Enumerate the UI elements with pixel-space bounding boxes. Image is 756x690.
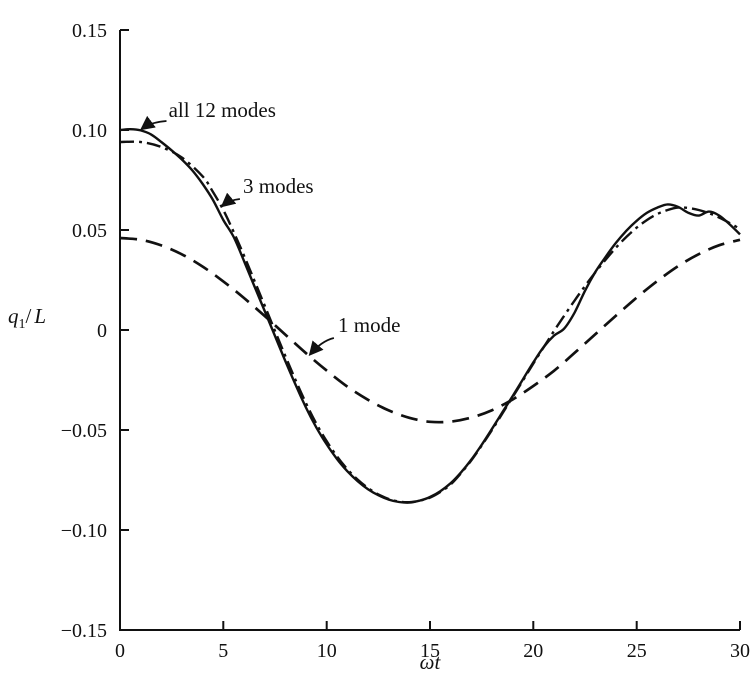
x-tick-label: 15 [420, 640, 440, 662]
annotation-label-all-12-modes: all 12 modes [169, 98, 276, 122]
series-line-1-mode [119, 236, 741, 424]
y-axis-label: q1/L [8, 304, 47, 333]
annotation-label-3-modes: 3 modes [243, 174, 314, 198]
y-axis-label-symbol: q [8, 304, 19, 328]
y-tick-label: −0.15 [61, 620, 107, 642]
annotation-arrow-3-modes [220, 192, 240, 208]
series-line-all-12-modes [119, 127, 741, 504]
y-tick-label: 0.10 [72, 120, 107, 142]
y-tick-label: −0.10 [61, 520, 107, 542]
x-tick-label: 0 [115, 640, 125, 662]
x-tick-label: 20 [523, 640, 543, 662]
x-tick-label: 10 [317, 640, 337, 662]
x-tick-label: 25 [627, 640, 647, 662]
y-axis-label-subscript: 1 [18, 317, 26, 333]
y-tick-label: 0.15 [72, 20, 107, 42]
annotation-arrow-all-12-modes [139, 115, 167, 131]
axis-ticks [119, 29, 741, 631]
x-axis-label: ωt [419, 650, 441, 674]
y-tick-label: 0 [97, 320, 107, 342]
series-line-3-modes [119, 140, 741, 504]
y-tick-label: 0.05 [72, 220, 107, 242]
y-axis-label-unit: L [34, 304, 47, 328]
x-tick-label: 30 [730, 640, 750, 662]
annotation-label-1-mode: 1 mode [338, 313, 400, 337]
x-tick-label: 5 [218, 640, 228, 662]
annotation-arrow-1-mode [308, 337, 335, 357]
y-tick-label: −0.05 [61, 420, 107, 442]
y-axis-label-slash: / [25, 304, 32, 328]
